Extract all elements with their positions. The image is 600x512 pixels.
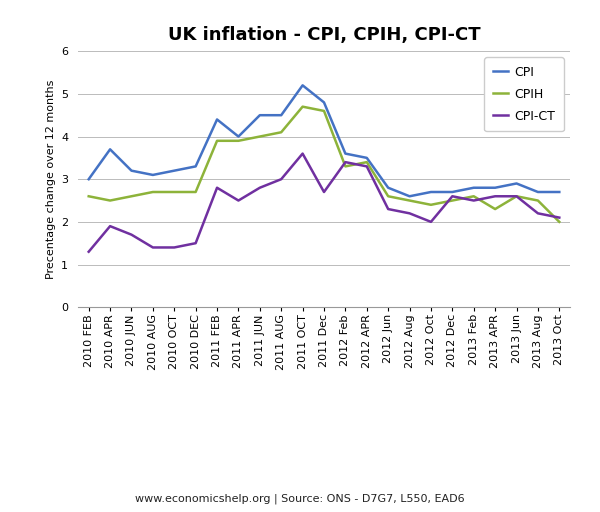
CPI: [128, 167, 135, 174]
CPI-CT: [556, 215, 563, 221]
CPIH: [256, 134, 263, 140]
Y-axis label: Precentage change over 12 months: Precentage change over 12 months: [46, 79, 56, 279]
CPI-CT: [470, 198, 478, 204]
CPI: [556, 189, 563, 195]
CPIH: [363, 159, 370, 165]
CPI-CT: [106, 223, 113, 229]
CPIH: [149, 189, 157, 195]
Legend: CPI, CPIH, CPI-CT: CPI, CPIH, CPI-CT: [484, 57, 564, 132]
CPIH: [106, 198, 113, 204]
CPI: [470, 185, 478, 191]
CPI: [170, 167, 178, 174]
Text: www.economicshelp.org | Source: ONS - D7G7, L550, EAD6: www.economicshelp.org | Source: ONS - D7…: [135, 494, 465, 504]
CPI: [449, 189, 456, 195]
CPI-CT: [342, 159, 349, 165]
CPIH: [470, 193, 478, 199]
Line: CPIH: CPIH: [89, 106, 559, 222]
CPIH: [235, 138, 242, 144]
CPI-CT: [278, 176, 285, 182]
CPI-CT: [149, 244, 157, 250]
CPI: [256, 112, 263, 118]
CPI: [363, 155, 370, 161]
CPIH: [427, 202, 434, 208]
CPI: [149, 172, 157, 178]
CPI: [299, 82, 306, 89]
CPI-CT: [235, 198, 242, 204]
CPI: [385, 185, 392, 191]
CPI-CT: [385, 206, 392, 212]
CPIH: [556, 219, 563, 225]
CPI: [513, 180, 520, 186]
CPIH: [342, 163, 349, 169]
Line: CPI: CPI: [89, 86, 559, 196]
CPIH: [535, 198, 542, 204]
CPI: [427, 189, 434, 195]
CPI: [85, 176, 92, 182]
CPIH: [192, 189, 199, 195]
CPI: [235, 134, 242, 140]
CPI-CT: [427, 219, 434, 225]
CPIH: [385, 193, 392, 199]
CPI-CT: [128, 231, 135, 238]
CPI: [320, 99, 328, 105]
CPI: [214, 116, 221, 122]
CPI-CT: [192, 240, 199, 246]
CPI: [192, 163, 199, 169]
CPIH: [406, 198, 413, 204]
CPIH: [128, 193, 135, 199]
CPI: [278, 112, 285, 118]
CPI: [491, 185, 499, 191]
CPI-CT: [170, 244, 178, 250]
Title: UK inflation - CPI, CPIH, CPI-CT: UK inflation - CPI, CPIH, CPI-CT: [167, 26, 481, 44]
CPI-CT: [214, 185, 221, 191]
CPIH: [214, 138, 221, 144]
CPI: [406, 193, 413, 199]
Line: CPI-CT: CPI-CT: [89, 154, 559, 252]
CPIH: [170, 189, 178, 195]
CPIH: [513, 193, 520, 199]
CPI-CT: [406, 210, 413, 217]
CPI: [342, 151, 349, 157]
CPI: [535, 189, 542, 195]
CPIH: [85, 193, 92, 199]
CPIH: [320, 108, 328, 114]
CPI-CT: [363, 163, 370, 169]
CPI-CT: [85, 249, 92, 255]
CPIH: [449, 198, 456, 204]
CPI: [106, 146, 113, 153]
CPI-CT: [491, 193, 499, 199]
CPIH: [491, 206, 499, 212]
CPI-CT: [449, 193, 456, 199]
CPI-CT: [320, 189, 328, 195]
CPI-CT: [513, 193, 520, 199]
CPIH: [299, 103, 306, 110]
CPI-CT: [256, 185, 263, 191]
CPI-CT: [299, 151, 306, 157]
CPI-CT: [535, 210, 542, 217]
CPIH: [278, 129, 285, 135]
